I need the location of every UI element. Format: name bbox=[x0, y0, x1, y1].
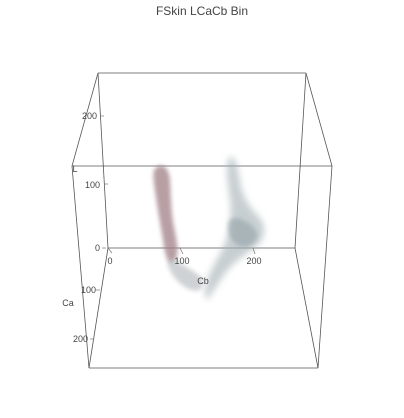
x-axis: 0 100 200 Cb bbox=[107, 247, 262, 286]
x-tick-label: 0 bbox=[107, 256, 112, 266]
z-axis: 200 100 L bbox=[72, 111, 108, 190]
skin-cluster-reddish bbox=[153, 165, 178, 263]
skin-cluster-grey-left bbox=[167, 258, 203, 291]
plot-box bbox=[71, 72, 333, 369]
x-axis-label: Cb bbox=[197, 276, 209, 286]
data-cloud bbox=[153, 156, 265, 300]
chart-title: FSkin LCaCb Bin bbox=[156, 4, 248, 18]
y-tick-label: 100 bbox=[81, 285, 96, 295]
y-axis-label: Ca bbox=[62, 298, 74, 308]
z-tick-label: 100 bbox=[85, 180, 100, 190]
x-tick-label: 100 bbox=[174, 256, 189, 266]
y-tick-label: 200 bbox=[73, 334, 88, 344]
y-tick-label: 0 bbox=[95, 243, 100, 253]
z-axis-label: L bbox=[72, 164, 77, 174]
x-tick-label: 200 bbox=[246, 256, 261, 266]
skin-cluster-core bbox=[228, 218, 258, 247]
z-tick-label: 200 bbox=[82, 111, 97, 121]
y-axis: 0 100 200 Ca bbox=[62, 243, 106, 344]
